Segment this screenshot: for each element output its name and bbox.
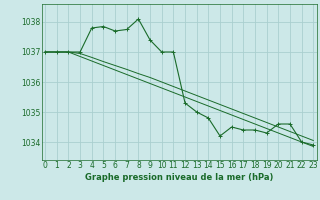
X-axis label: Graphe pression niveau de la mer (hPa): Graphe pression niveau de la mer (hPa) (85, 173, 273, 182)
